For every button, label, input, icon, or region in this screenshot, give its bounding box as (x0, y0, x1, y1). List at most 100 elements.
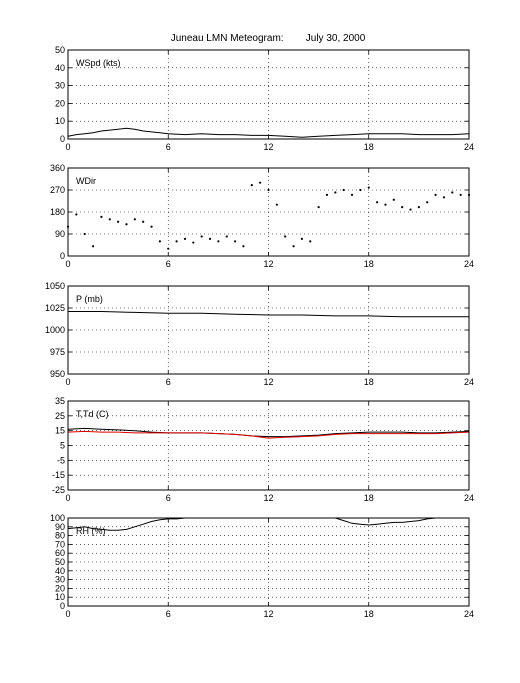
wdir-point (91, 245, 95, 248)
p-mb-y-tick-label: 1025 (45, 303, 65, 313)
wdir-point (275, 203, 278, 206)
wdir-point (100, 215, 103, 218)
wdir-point (183, 237, 187, 240)
p-mb-y-tick-label: 950 (50, 369, 65, 379)
wdir-point (158, 240, 161, 243)
p-mb-x-tick-label: 0 (65, 377, 70, 387)
wspd-kts-x-tick-label: 24 (464, 142, 474, 152)
wspd-kts-y-tick-label: 10 (55, 116, 65, 126)
rh-axes-frame (67, 517, 470, 607)
wdir-point (401, 206, 404, 209)
wdir-point (267, 188, 270, 192)
wdir-point (317, 206, 320, 209)
t-td-c-series-line-0 (67, 427, 470, 438)
t-td-c-panel-label: T,Td (C) (76, 409, 109, 419)
rh-y-tick-label: 90 (55, 522, 65, 532)
wdir-axes-frame (67, 167, 470, 257)
rh-x-tick-label: 0 (65, 609, 70, 619)
wspd-kts-series-line-0 (67, 127, 470, 138)
wdir-point (376, 201, 379, 204)
p-mb-axes-frame (67, 285, 470, 375)
p-mb-panel-label: P (mb) (76, 294, 103, 304)
wdir-point (167, 247, 170, 250)
wdir-point (217, 240, 220, 243)
wdir-point (250, 184, 253, 187)
rh-x-tick-label: 6 (166, 609, 171, 619)
wdir-x-tick-label: 18 (364, 259, 374, 269)
wdir-point (142, 220, 145, 223)
wdir-point (451, 191, 454, 194)
t-td-c-x-tick-label: 24 (464, 493, 474, 503)
wdir-point (83, 232, 86, 236)
wdir-point (75, 213, 78, 216)
wdir-point (409, 208, 412, 211)
wdir-x-tick-label: 24 (464, 259, 474, 269)
t-td-c-y-tick-label: -15 (52, 470, 65, 480)
t-td-c-series-line-1 (67, 430, 470, 439)
panel-t-td-c: 0 6 12 18 24 -25 -15 -5 5 15 25 35 T,Td (C) (52, 396, 474, 503)
wdir-point (334, 191, 337, 194)
wdir-point (208, 237, 212, 240)
p-mb-y-tick-label: 975 (50, 347, 65, 357)
t-td-c-y-tick-label: 5 (60, 441, 65, 451)
wdir-panel-label: WDir (76, 176, 96, 186)
wdir-point (426, 201, 429, 204)
t-td-c-x-tick-label: 6 (166, 493, 171, 503)
p-mb-y-tick-label: 1050 (45, 281, 65, 291)
rh-y-tick-label: 50 (55, 557, 65, 567)
wdir-point (392, 198, 395, 201)
wdir-point (417, 206, 420, 209)
wdir-point (150, 225, 153, 228)
wdir-point (325, 193, 329, 196)
rh-y-tick-label: 20 (55, 583, 65, 593)
wspd-kts-x-tick-label: 18 (364, 142, 374, 152)
rh-y-tick-label: 10 (55, 592, 65, 602)
wdir-point (242, 245, 245, 248)
p-mb-x-tick-label: 18 (364, 377, 374, 387)
wdir-x-tick-label: 0 (65, 259, 70, 269)
wspd-kts-y-tick-label: 20 (55, 98, 65, 108)
panel-wdir: 0 6 12 18 24 0 90 180 270 360 WDir (50, 163, 474, 269)
wdir-point (359, 188, 362, 192)
panel-p-mb: 0 6 12 18 24 950 975 1000 1025 1050 P (mb) (45, 281, 474, 387)
wdir-point (259, 181, 262, 184)
figure-title: Juneau LMN Meteogram: July 30, 2000 (170, 33, 366, 44)
wspd-kts-panel-label: WSpd (kts) (76, 58, 121, 68)
wdir-point (309, 240, 312, 243)
wdir-y-tick-label: 0 (60, 251, 65, 261)
t-td-c-axes-frame (67, 400, 470, 491)
panel-wspd-kts: 0 6 12 18 24 0 10 20 30 40 50 WSpd (kts) (55, 45, 474, 152)
wspd-kts-y-tick-label: 30 (55, 81, 65, 91)
rh-y-tick-label: 0 (60, 601, 65, 611)
wdir-point (192, 241, 195, 244)
t-td-c-x-tick-label: 18 (364, 493, 374, 503)
rh-y-tick-label: 100 (50, 513, 65, 523)
wdir-y-tick-label: 180 (50, 207, 65, 217)
wspd-kts-y-tick-label: 50 (55, 45, 65, 55)
rh-y-tick-label: 40 (55, 566, 65, 576)
wdir-point (225, 235, 228, 238)
rh-y-tick-label: 60 (55, 548, 65, 558)
p-mb-series-line-0 (68, 311, 469, 318)
wdir-x-tick-label: 12 (263, 259, 273, 269)
wdir-x-tick-label: 6 (166, 259, 171, 269)
wdir-point (300, 237, 304, 240)
rh-y-tick-label: 30 (55, 575, 65, 585)
rh-y-tick-label: 70 (55, 539, 65, 549)
t-td-c-y-tick-label: 35 (55, 396, 65, 406)
wdir-y-tick-label: 270 (50, 185, 65, 195)
rh-x-tick-label: 12 (263, 609, 273, 619)
p-mb-y-tick-label: 1000 (45, 325, 65, 335)
wdir-y-tick-label: 90 (55, 229, 65, 239)
t-td-c-x-tick-label: 0 (65, 493, 70, 503)
wdir-point (434, 193, 437, 196)
wdir-point (459, 193, 462, 196)
wdir-point (117, 220, 120, 223)
wdir-point (108, 218, 111, 221)
rh-x-tick-label: 18 (364, 609, 374, 619)
wdir-point (284, 235, 287, 238)
wdir-point (350, 193, 354, 196)
wspd-kts-x-tick-label: 6 (166, 142, 171, 152)
